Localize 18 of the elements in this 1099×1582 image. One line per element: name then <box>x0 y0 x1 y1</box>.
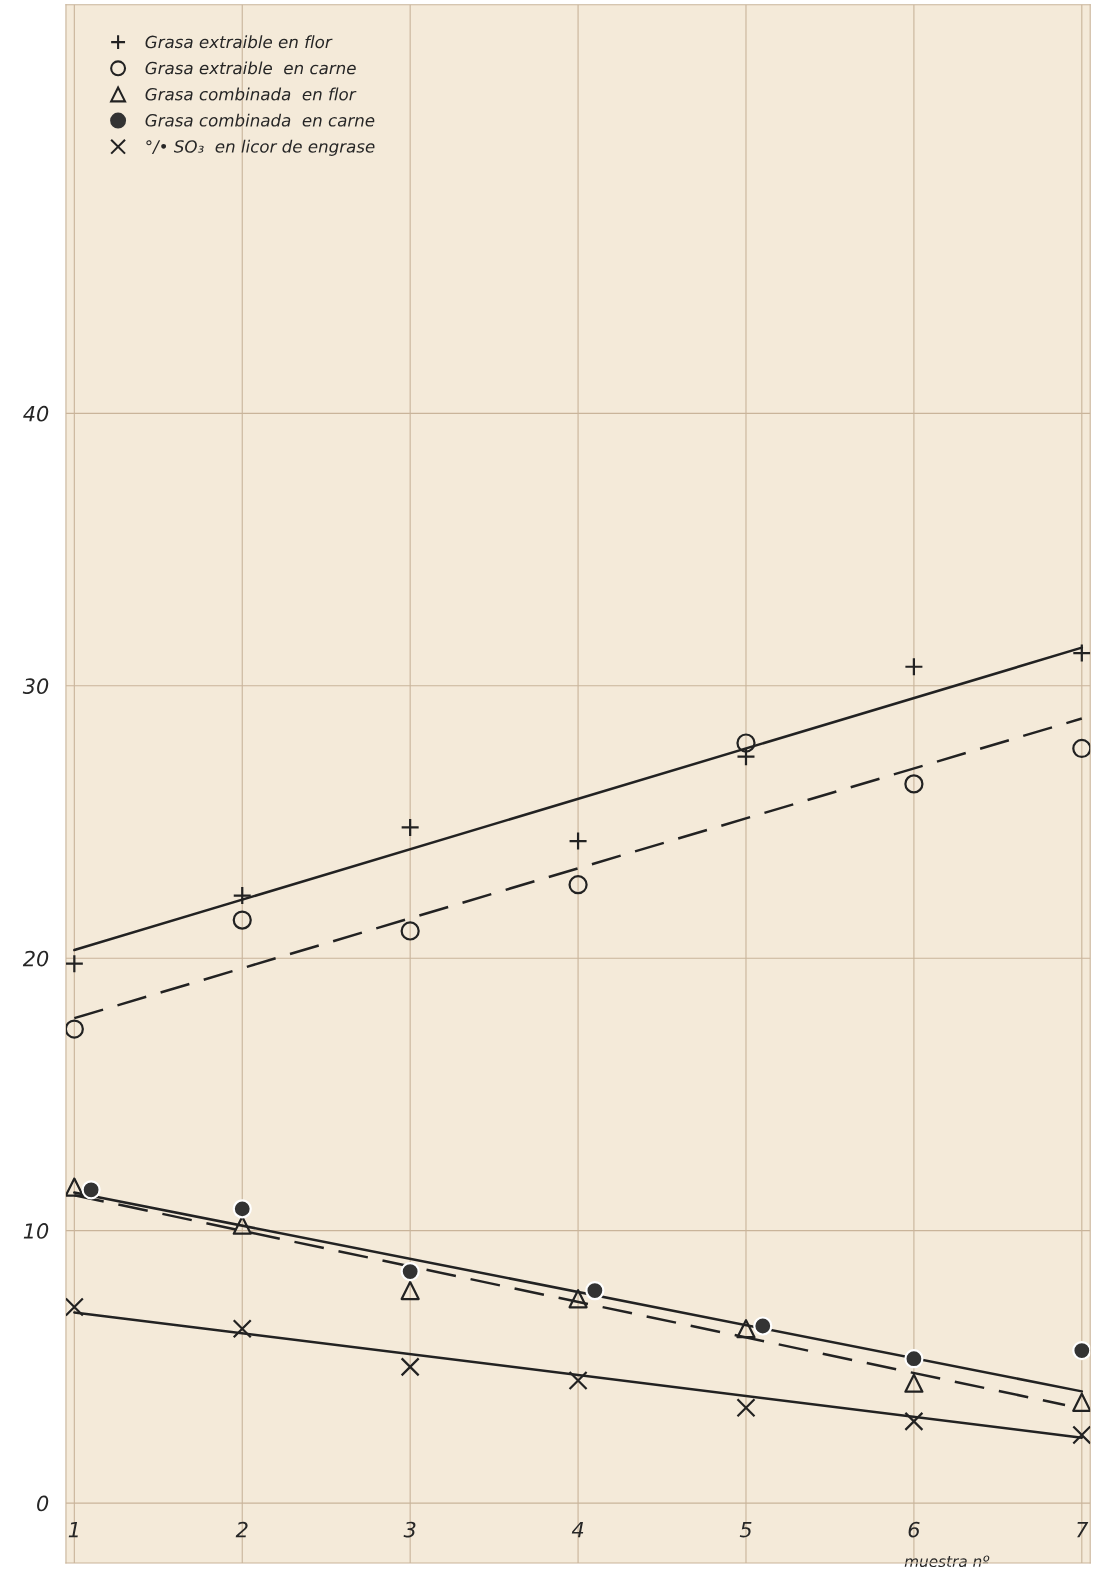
x-tick-label: 6 <box>908 1521 920 1538</box>
y-tick-label: 10 <box>23 1223 49 1239</box>
y-tick-label: 0 <box>37 1495 49 1512</box>
x-tick-label: 4 <box>571 1521 584 1538</box>
x-tick-label: 5 <box>739 1521 752 1538</box>
y-tick-label: 40 <box>23 405 49 422</box>
x-tick-label: 2 <box>235 1521 248 1538</box>
legend-label: °/• SO₃ en licor de engrase <box>146 139 375 156</box>
x-tick-label: 3 <box>403 1521 416 1538</box>
y-tick-label: 20 <box>22 950 49 967</box>
legend-label: Grasa extraible en carne <box>145 61 356 75</box>
legend-label: Grasa extraible en flor <box>145 35 333 49</box>
legend-label: Grasa combinada en flor <box>145 87 357 101</box>
x-tick-label: 1 <box>68 1521 78 1538</box>
legend-label: Grasa combinada en carne <box>145 113 375 127</box>
y-tick-label: 30 <box>22 678 49 695</box>
x-axis-title: muestra nº <box>904 1555 990 1568</box>
x-tick-label: 7 <box>1077 1521 1089 1538</box>
